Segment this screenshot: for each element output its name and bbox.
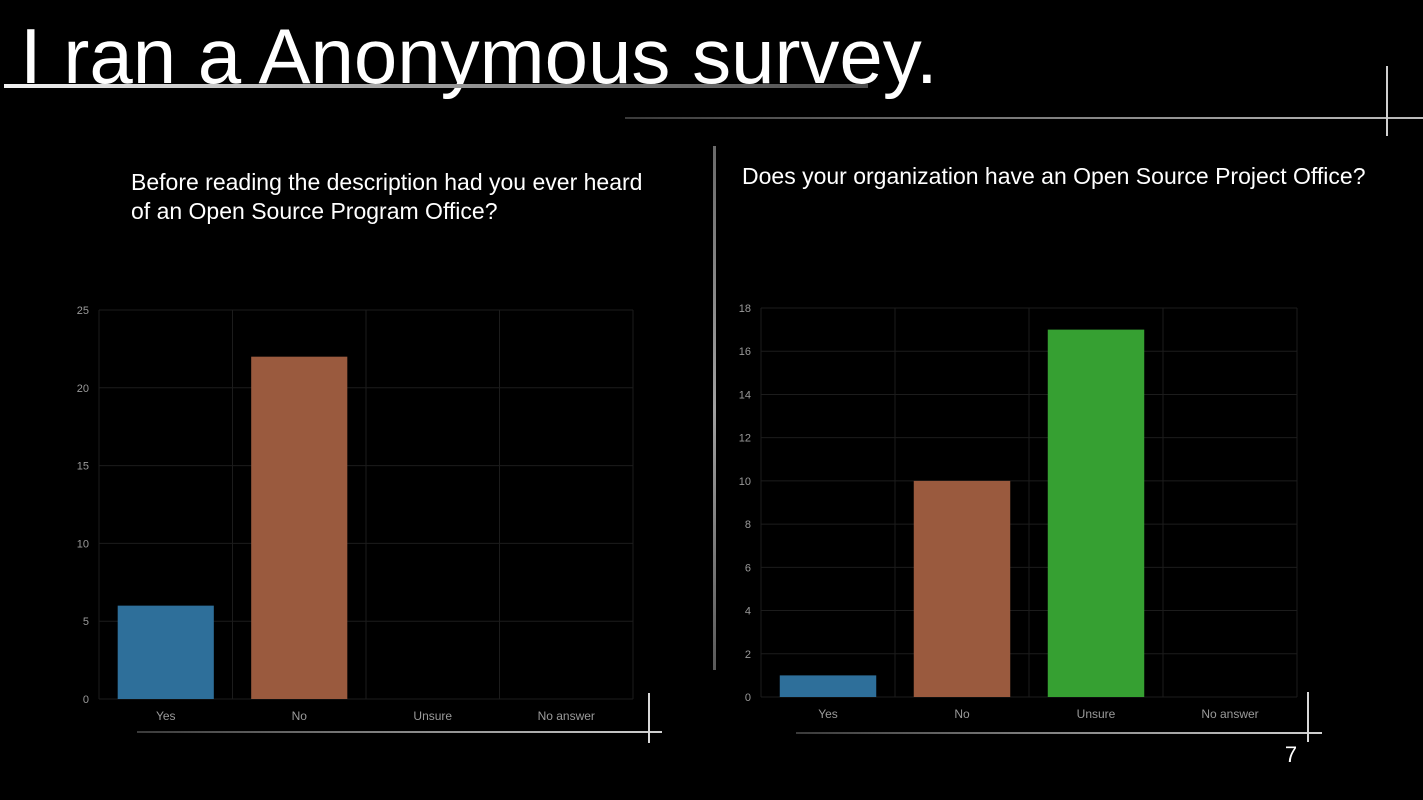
chart-2-ytick-label: 0 <box>745 692 751 704</box>
top-divider-line <box>625 117 1423 119</box>
chart-2-ytick-label: 2 <box>745 649 751 661</box>
chart-1-category-label: No answer <box>538 709 595 723</box>
chart-1-ytick-label: 0 <box>83 694 89 706</box>
chart-2-bar-no <box>913 480 1011 697</box>
chart-1-title: Before reading the description had you e… <box>131 169 643 224</box>
chart-2-ytick-label: 4 <box>745 606 751 618</box>
chart-1-category-label: Unsure <box>413 709 452 723</box>
chart-2-bottom-line <box>796 732 1322 734</box>
chart-1-bar-yes <box>117 605 214 699</box>
chart-2-ytick-label: 18 <box>739 303 751 315</box>
chart-2-bar-unsure <box>1047 329 1145 697</box>
chart-1-bottom-tick <box>648 693 650 743</box>
chart-2-ytick-label: 8 <box>745 519 751 531</box>
chart-2-title: Does your organization have an Open Sour… <box>742 163 1366 189</box>
chart-1-bar-no <box>251 356 348 699</box>
chart-2-ytick-label: 14 <box>739 389 751 401</box>
chart-2-ytick-label: 10 <box>739 476 751 488</box>
chart-2-category-label: No answer <box>1201 707 1258 721</box>
chart-2-ytick-label: 16 <box>739 346 751 358</box>
chart-2-ytick-label: 6 <box>745 562 751 574</box>
title-underline <box>4 84 868 88</box>
chart-2-category-label: Yes <box>818 707 838 721</box>
chart-1-ytick-label: 5 <box>83 616 89 628</box>
chart-1-ytick-label: 15 <box>77 461 89 473</box>
chart-2-category-label: Unsure <box>1077 707 1116 721</box>
chart-1-bottom-line <box>137 731 662 733</box>
chart-1-category-label: No <box>292 709 308 723</box>
chart-1-ytick-label: 10 <box>77 538 89 550</box>
chart-1-ytick-label: 20 <box>77 383 89 395</box>
top-vertical-tick <box>1386 66 1388 136</box>
chart-2: 0 2 4 6 8 10 12 14 16 18 Yes No Unsure No answer <box>739 303 1298 721</box>
chart-1-ytick-label: 25 <box>77 305 89 317</box>
chart-1-category-label: Yes <box>156 709 176 723</box>
chart-2-bottom-tick <box>1307 692 1309 742</box>
chart-2-bar-yes <box>779 675 877 697</box>
chart-1: 0 5 10 15 20 25 Yes No Unsure No answer <box>77 305 634 723</box>
page-number: 7 <box>1284 742 1298 767</box>
chart-2-category-label: No <box>954 707 970 721</box>
center-divider <box>713 146 716 670</box>
chart-2-ytick-label: 12 <box>739 433 751 445</box>
